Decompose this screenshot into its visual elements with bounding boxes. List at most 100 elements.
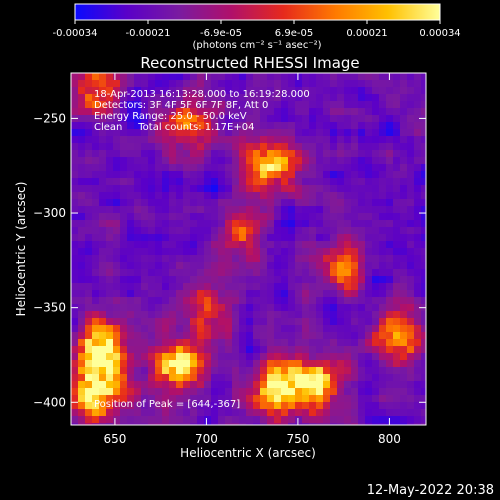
heatmap-cell (246, 262, 254, 270)
heatmap-cell (169, 241, 177, 249)
heatmap-cell (365, 213, 373, 221)
heatmap-cell (85, 122, 93, 130)
heatmap-cell (162, 87, 170, 95)
heatmap-cell (253, 178, 261, 186)
heatmap-cell (92, 290, 100, 298)
heatmap-cell (134, 346, 142, 354)
heatmap-cell (162, 101, 170, 109)
heatmap-cell (127, 416, 135, 424)
heatmap-cell (379, 80, 387, 88)
heatmap-cell (148, 157, 156, 165)
heatmap-cell (190, 346, 198, 354)
heatmap-cell (169, 101, 177, 109)
heatmap-cell (274, 171, 282, 179)
heatmap-cell (232, 206, 240, 214)
heatmap-cell (127, 171, 135, 179)
heatmap-cell (358, 388, 366, 396)
heatmap-cell (267, 227, 275, 235)
heatmap-cell (71, 374, 79, 382)
heatmap-cell (323, 87, 331, 95)
heatmap-cell (134, 360, 142, 368)
heatmap-cell (127, 332, 135, 340)
heatmap-cell (120, 164, 128, 172)
heatmap-cell (148, 206, 156, 214)
heatmap-cell (225, 241, 233, 249)
heatmap-cell (386, 325, 394, 333)
heatmap-cell (260, 164, 268, 172)
heatmap-cell (239, 234, 247, 242)
heatmap-cell (253, 416, 261, 424)
heatmap-cell (400, 164, 408, 172)
heatmap-cell (183, 122, 191, 130)
heatmap-cell (78, 255, 86, 263)
heatmap-cell (421, 297, 426, 305)
heatmap-cell (162, 143, 170, 151)
heatmap-cell (176, 87, 184, 95)
heatmap-cell (267, 101, 275, 109)
heatmap-cell (393, 255, 401, 263)
heatmap-cell (323, 241, 331, 249)
heatmap-cell (316, 332, 324, 340)
heatmap-cell (92, 374, 100, 382)
heatmap-cell (386, 318, 394, 326)
heatmap-cell (323, 206, 331, 214)
heatmap-cell (365, 255, 373, 263)
heatmap-cell (92, 311, 100, 319)
heatmap-cell (400, 388, 408, 396)
heatmap-cell (169, 199, 177, 207)
heatmap-cell (225, 388, 233, 396)
heatmap-cell (246, 80, 254, 88)
heatmap-cell (372, 220, 380, 228)
heatmap-cell (302, 290, 310, 298)
heatmap-cell (190, 381, 198, 389)
heatmap-cell (232, 332, 240, 340)
heatmap-cell (344, 192, 352, 200)
heatmap-cell (190, 206, 198, 214)
heatmap-cell (148, 199, 156, 207)
heatmap-cell (190, 290, 198, 298)
heatmap-cell (183, 101, 191, 109)
heatmap-cell (169, 248, 177, 256)
heatmap-cell (344, 206, 352, 214)
heatmap-cell (176, 192, 184, 200)
heatmap-cell (148, 311, 156, 319)
heatmap-cell (372, 283, 380, 291)
heatmap-cell (218, 402, 226, 410)
heatmap-cell (253, 150, 261, 158)
heatmap-cell (78, 290, 86, 298)
heatmap-cell (414, 234, 422, 242)
heatmap-cell (323, 395, 331, 403)
heatmap-cell (421, 150, 426, 158)
heatmap-cell (211, 101, 219, 109)
heatmap-cell (421, 255, 426, 263)
heatmap-cell (365, 353, 373, 361)
heatmap-cell (162, 269, 170, 277)
heatmap-cell (414, 339, 422, 347)
heatmap-cell (337, 157, 345, 165)
heatmap-cell (414, 157, 422, 165)
heatmap-cell (232, 353, 240, 361)
heatmap-cell (260, 388, 268, 396)
heatmap-cell (92, 129, 100, 137)
heatmap-cell (288, 136, 296, 144)
heatmap-cell (92, 234, 100, 242)
heatmap-cell (113, 283, 121, 291)
heatmap-cell (176, 297, 184, 305)
heatmap-cell (92, 206, 100, 214)
heatmap-cell (421, 416, 426, 424)
heatmap-cell (281, 143, 289, 151)
heatmap-cell (190, 416, 198, 424)
heatmap-cell (344, 143, 352, 151)
heatmap-cell (400, 339, 408, 347)
heatmap-cell (372, 346, 380, 354)
heatmap-cell (379, 255, 387, 263)
heatmap-cell (134, 318, 142, 326)
heatmap-cell (197, 143, 205, 151)
heatmap-cell (281, 269, 289, 277)
colorbar (74, 3, 441, 21)
heatmap-cell (274, 178, 282, 186)
heatmap-cell (204, 178, 212, 186)
heatmap-cell (344, 311, 352, 319)
heatmap-cell (267, 255, 275, 263)
heatmap-cell (120, 283, 128, 291)
